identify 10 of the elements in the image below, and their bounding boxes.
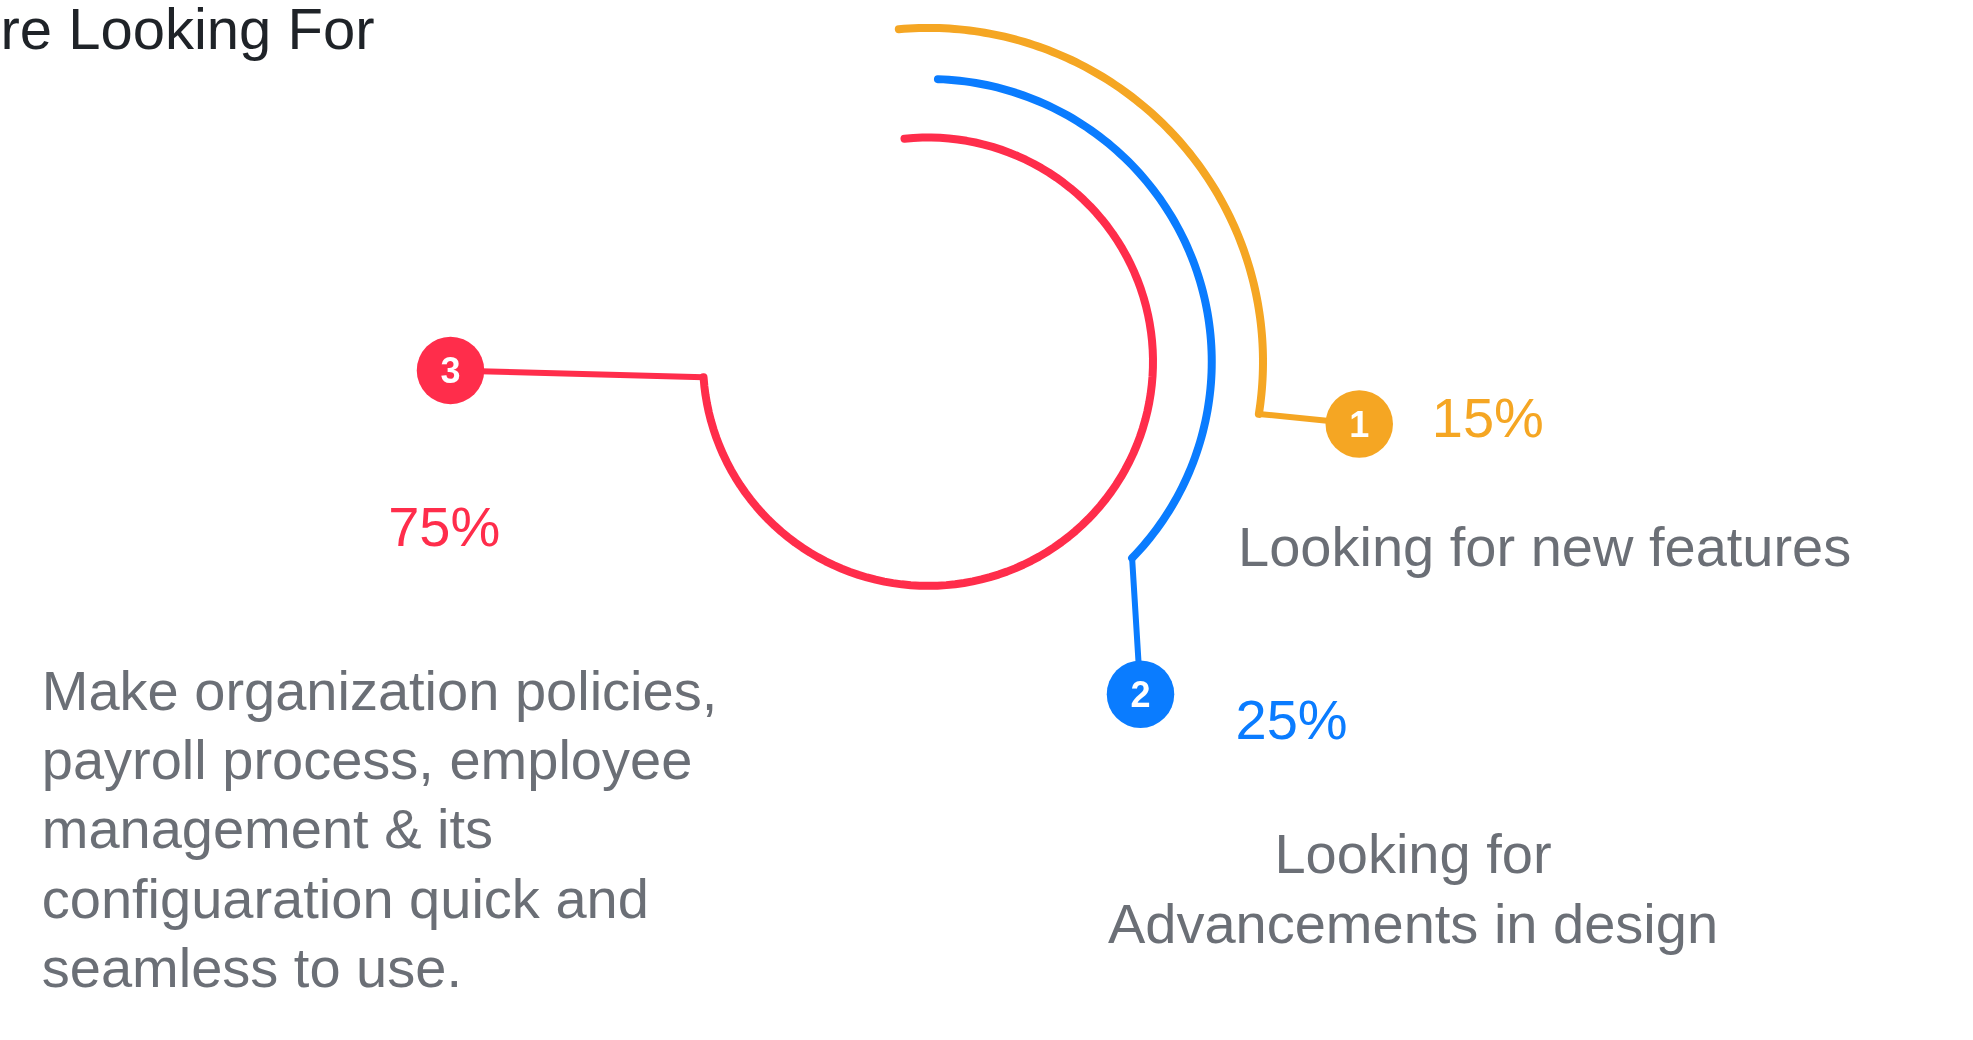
text: 2 bbox=[1130, 674, 1151, 716]
text: 1 bbox=[1349, 403, 1370, 445]
text: 3 bbox=[440, 350, 461, 392]
text: re Looking For bbox=[0, 0, 375, 61]
category-label: Looking for new features bbox=[1238, 514, 1852, 578]
category-label: Looking for Advancements in design bbox=[1107, 822, 1719, 955]
data-label: 15% bbox=[1431, 386, 1544, 450]
data-label: 25% bbox=[1235, 687, 1348, 751]
data-label: 75% bbox=[388, 494, 501, 558]
category-label: Make organization policies, payroll process, employee management & its configuaration quick and seamless to use. bbox=[41, 658, 718, 999]
